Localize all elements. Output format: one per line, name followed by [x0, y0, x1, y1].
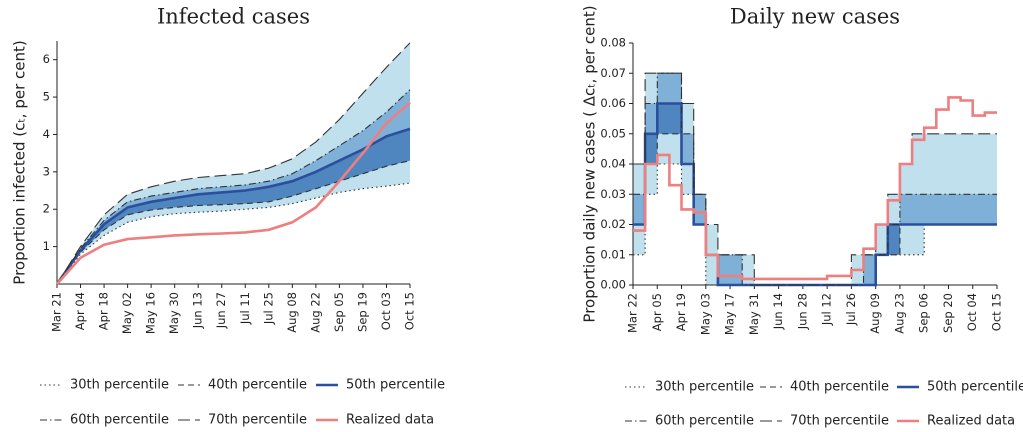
fan-band: [633, 73, 997, 285]
chart-title: Infected cases: [157, 5, 310, 29]
legend-label: 50th percentile: [346, 378, 445, 393]
fan-band: [633, 73, 997, 285]
x-tick-label: Aug 08: [285, 292, 299, 333]
x-tick-label: Sep 20: [941, 293, 955, 333]
legend-label: 60th percentile: [70, 413, 169, 428]
y-tick-label: 1: [43, 239, 50, 253]
fan-band: [57, 89, 410, 284]
x-tick-label: Jun 13: [191, 292, 205, 329]
x-tick-label: Jun 14: [771, 293, 785, 330]
x-tick-label: May 02: [120, 292, 134, 334]
y-axis-label: Proportion daily new cases ( Δcₜ, per ce…: [581, 5, 599, 322]
legend-label: 40th percentile: [790, 380, 889, 395]
y-tick-label: 3: [43, 164, 50, 178]
legend-label: 30th percentile: [70, 378, 169, 393]
fan-band: [633, 103, 997, 285]
x-tick-label: Jul 26: [844, 293, 858, 326]
y-tick-label: 0.06: [600, 96, 626, 110]
chart: Infected cases Proportion infected (cₜ, p…: [11, 5, 446, 428]
x-tick-label: Oct 15: [403, 292, 417, 330]
x-tick-label: Sep 19: [355, 292, 369, 332]
series-line: [56, 42, 411, 285]
x-tick-label: May 16: [144, 292, 158, 334]
x-tick-label: Aug 09: [868, 293, 882, 334]
x-tick-label: Jul 11: [238, 292, 252, 325]
x-tick-label: Sep 06: [917, 293, 931, 333]
y-tick-label: 0.07: [600, 66, 626, 80]
y-tick-label: 0.04: [600, 157, 626, 171]
legend-label: Realized data: [346, 413, 434, 428]
series-line: [56, 182, 411, 285]
fan-band: [57, 128, 410, 284]
x-tick-label: Apr 04: [73, 292, 87, 330]
x-tick-label: Sep 05: [332, 292, 346, 332]
x-tick-label: Jun 27: [214, 292, 228, 329]
x-tick-label: Mar 22: [626, 293, 640, 333]
y-axis-label: Proportion infected (cₜ, per cent): [11, 40, 29, 284]
legend-label: 70th percentile: [208, 413, 307, 428]
y-tick-label: 0.00: [600, 278, 626, 292]
legend-label: 60th percentile: [655, 414, 754, 429]
series-line: [633, 163, 997, 286]
x-tick-label: May 30: [167, 292, 181, 334]
legend-label: 50th percentile: [927, 380, 1023, 395]
legend-label: 70th percentile: [790, 414, 889, 429]
x-tick-label: Jun 28: [795, 293, 809, 330]
legend-label: Realized data: [927, 414, 1015, 429]
x-tick-label: May 03: [698, 293, 712, 335]
y-tick-label: 6: [43, 52, 50, 66]
y-tick-label: 0.08: [600, 36, 626, 50]
x-tick-label: Apr 18: [97, 292, 111, 330]
x-tick-label: May 17: [723, 293, 737, 335]
y-tick-label: 5: [43, 90, 50, 104]
x-tick-label: Oct 15: [990, 293, 1004, 331]
x-tick-label: Oct 04: [965, 293, 979, 331]
x-tick-label: Jul 12: [820, 293, 834, 326]
y-tick-label: 2: [43, 202, 50, 216]
y-tick-label: 0.01: [600, 247, 626, 261]
series-line: [633, 72, 997, 286]
y-tick-label: 4: [43, 127, 50, 141]
x-tick-label: Apr 05: [650, 293, 664, 331]
x-tick-label: May 31: [747, 293, 761, 335]
series-line: [633, 96, 997, 281]
x-tick-label: Mar 21: [50, 292, 64, 332]
legend-label: 30th percentile: [655, 380, 754, 395]
x-tick-label: Aug 23: [892, 293, 906, 334]
x-tick-label: Aug 22: [308, 292, 322, 333]
chart-title: Daily new cases: [730, 5, 900, 29]
series-line: [56, 101, 411, 285]
chart: Daily new cases Proportion daily new case…: [581, 5, 1023, 429]
y-tick-label: 0.03: [600, 187, 626, 201]
series-line: [55, 127, 411, 285]
legend-label: 40th percentile: [208, 378, 307, 393]
x-tick-label: Oct 03: [379, 292, 393, 330]
x-tick-label: Apr 19: [674, 293, 688, 331]
x-tick-label: Jul 25: [261, 292, 275, 325]
y-tick-label: 0.02: [600, 217, 626, 231]
y-tick-label: 0.05: [600, 126, 626, 140]
